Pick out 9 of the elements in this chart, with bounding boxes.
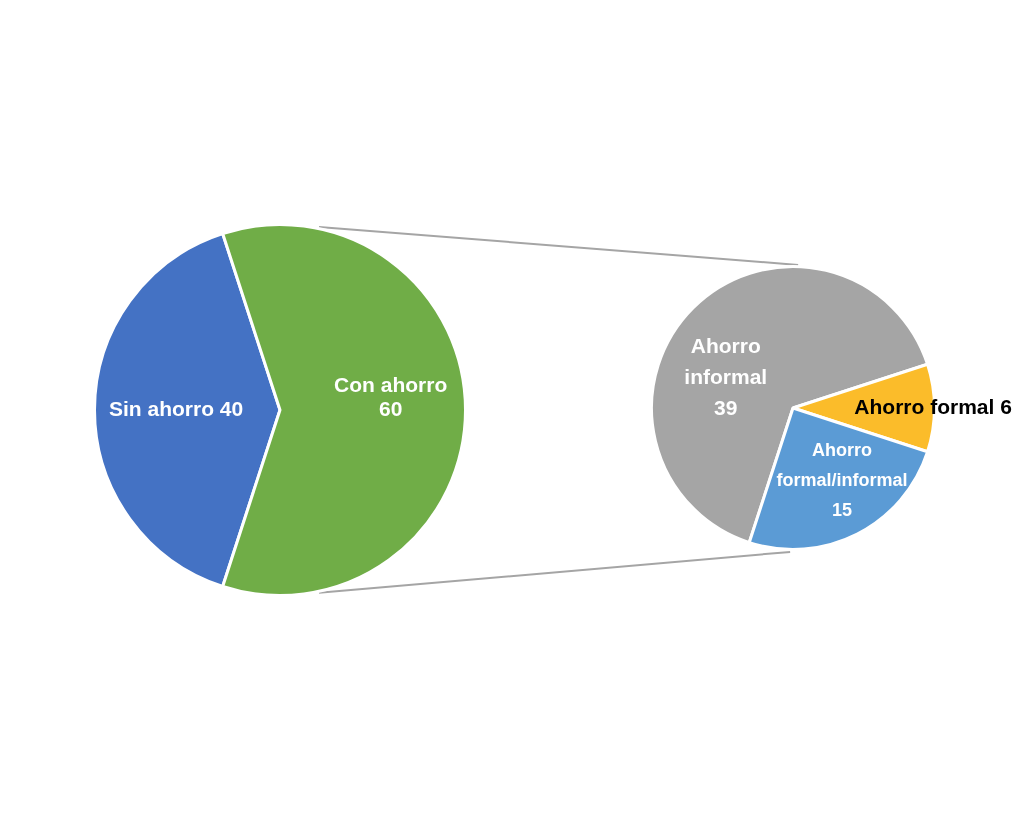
slice-label: Sin ahorro [109, 396, 215, 420]
slice-label: Ahorro formal/informal [776, 439, 908, 490]
data-label: 15 [832, 499, 853, 520]
data-label: 6 [1000, 394, 1012, 418]
data-label: 40 [219, 396, 244, 420]
data-label: 39 [714, 395, 738, 419]
slice-label: Ahorro informal [684, 333, 768, 388]
slice-label: Con ahorro [334, 373, 448, 397]
data-label: 60 [379, 397, 403, 421]
